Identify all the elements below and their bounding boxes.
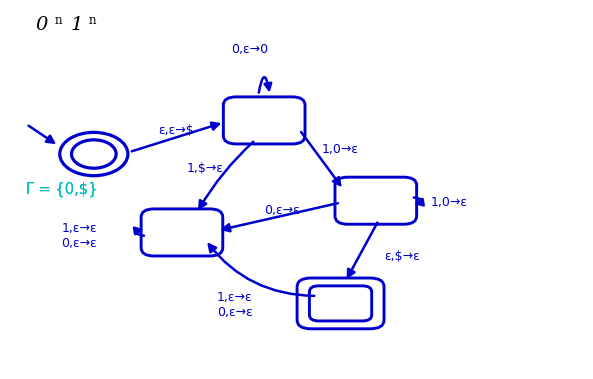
Text: 0,ε→ε: 0,ε→ε: [264, 204, 299, 216]
Text: n: n: [89, 14, 97, 27]
Text: 0,ε→0: 0,ε→0: [231, 43, 268, 56]
Text: 1,ε→ε
0,ε→ε: 1,ε→ε 0,ε→ε: [62, 222, 97, 250]
Text: 1,ε→ε
0,ε→ε: 1,ε→ε 0,ε→ε: [217, 291, 253, 319]
Text: ε,$→ε: ε,$→ε: [384, 250, 420, 263]
Text: 1: 1: [71, 16, 82, 34]
Text: ε,ε→$: ε,ε→$: [158, 124, 194, 137]
Text: Γ = {0,$}: Γ = {0,$}: [26, 182, 98, 197]
Text: 0: 0: [35, 16, 47, 34]
Text: 1,0→ε: 1,0→ε: [322, 143, 359, 156]
Text: Γ = {0,$}: Γ = {0,$}: [26, 182, 98, 197]
Text: 1,$→ε: 1,$→ε: [187, 163, 224, 175]
Text: n: n: [55, 14, 62, 27]
Text: 1,0→ε: 1,0→ε: [431, 196, 468, 209]
